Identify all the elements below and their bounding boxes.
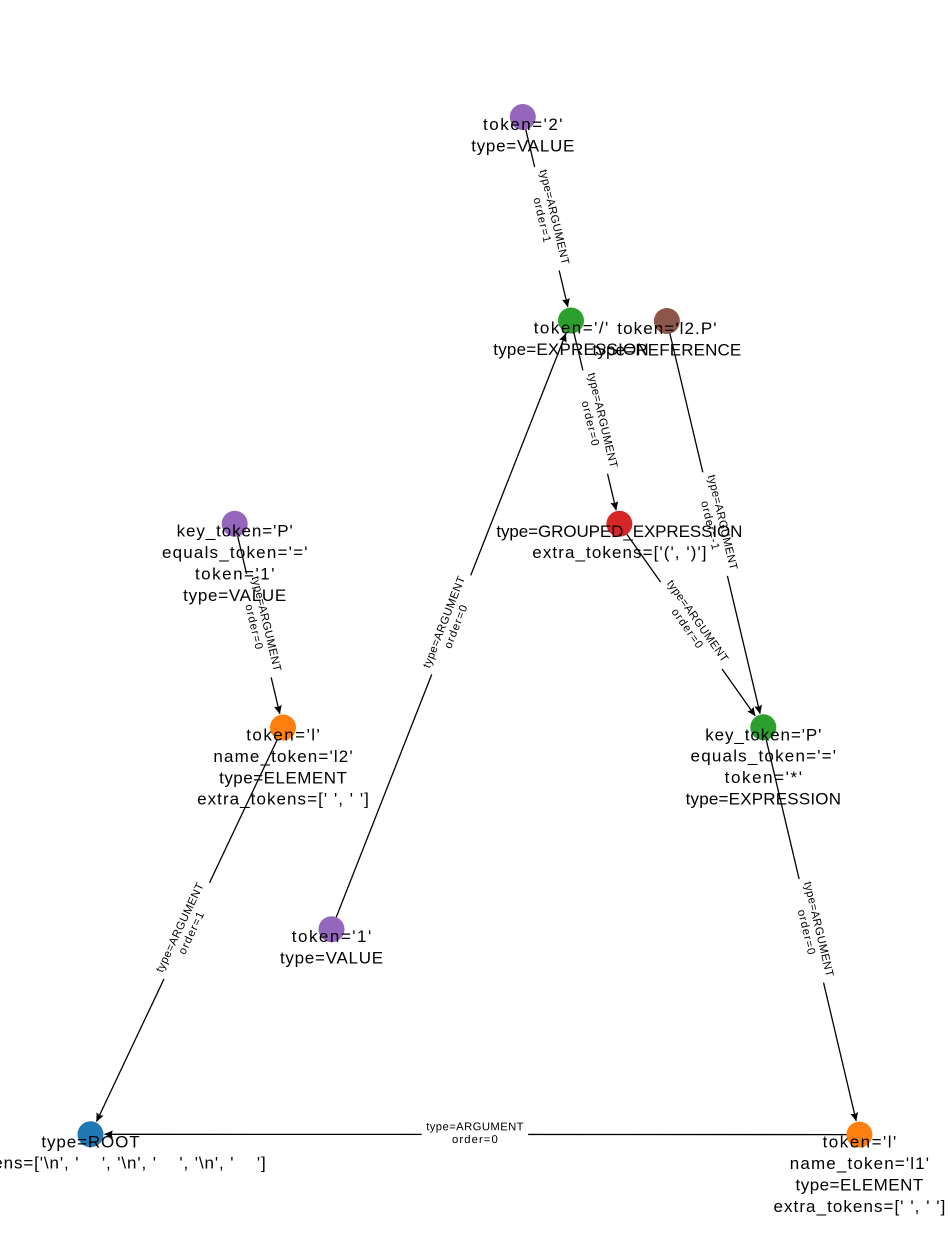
svg-text:order=0: order=0 [452, 1134, 498, 1146]
svg-text:token='l2.P': token='l2.P' [617, 319, 716, 338]
svg-text:token='*': token='*' [725, 768, 802, 787]
svg-text:type=ELEMENT: type=ELEMENT [796, 1175, 924, 1194]
svg-text:extra_tokens=[' ', ' ']: extra_tokens=[' ', ' '] [197, 790, 369, 809]
svg-text:token='1': token='1' [292, 927, 372, 946]
svg-text:name_token='l1': name_token='l1' [790, 1154, 929, 1173]
svg-text:type=VALUE: type=VALUE [183, 586, 286, 605]
svg-text:token='/': token='/' [534, 319, 609, 338]
svg-text:key_token='P': key_token='P' [705, 725, 821, 744]
svg-text:extra_tokens=['\n', ' ', '\: extra_tokens=['\n', ' ', '\n', ' ', '\n'… [0, 1154, 266, 1173]
svg-text:extra_tokens=[' ', ' ']: extra_tokens=[' ', ' '] [774, 1197, 946, 1216]
svg-text:type=ROOT: type=ROOT [41, 1132, 139, 1151]
svg-text:type=ELEMENT: type=ELEMENT [219, 768, 347, 787]
svg-text:extra_tokens=['(', ')']: extra_tokens=['(', ')'] [532, 543, 706, 562]
svg-text:type=REFERENCE: type=REFERENCE [593, 340, 742, 359]
svg-text:type=EXPRESSION: type=EXPRESSION [686, 790, 841, 809]
svg-text:type=VALUE: type=VALUE [471, 136, 574, 155]
svg-text:type=VALUE: type=VALUE [280, 949, 383, 968]
svg-text:key_token='P': key_token='P' [177, 522, 293, 541]
svg-text:type=ARGUMENT: type=ARGUMENT [426, 1121, 523, 1133]
svg-text:name_token='l2': name_token='l2' [213, 747, 352, 766]
svg-text:token='2': token='2' [483, 115, 563, 134]
